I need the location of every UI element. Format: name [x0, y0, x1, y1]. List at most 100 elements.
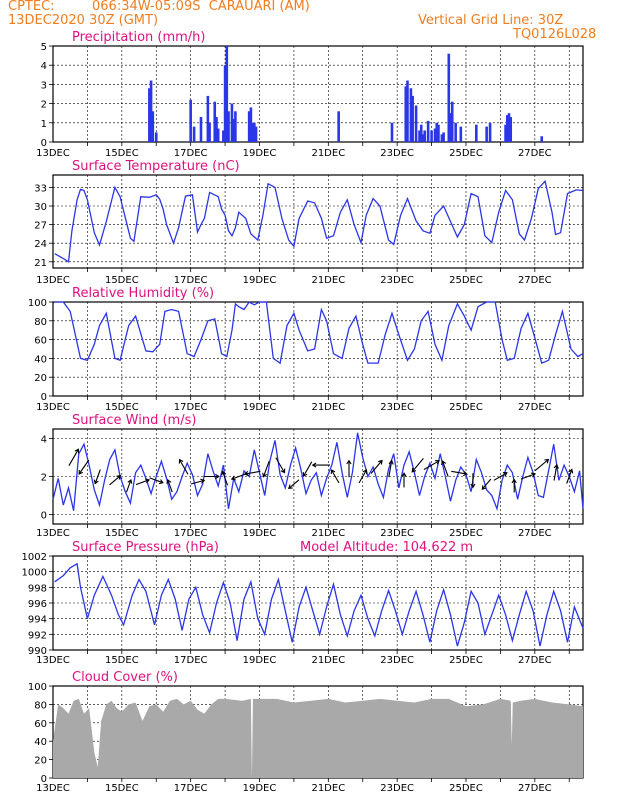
wind-arrow: [221, 470, 229, 486]
header-run: 13DEC2020 30Z (GMT): [8, 13, 159, 28]
x-tick-label: 13DEC: [36, 275, 70, 286]
wind-arrow: [441, 460, 449, 477]
x-tick-label: 21DEC: [311, 528, 345, 539]
precip-bar: [337, 111, 340, 142]
y-tick-label: 0: [41, 774, 47, 785]
precip-bar: [540, 136, 544, 142]
y-tick-label: 2: [41, 100, 47, 111]
x-tick-label: 21DEC: [311, 275, 345, 286]
precip-bar: [509, 117, 513, 142]
y-tick-label: 60: [34, 336, 47, 347]
x-tick-label: 13DEC: [36, 402, 70, 413]
wind-arrow: [125, 478, 133, 493]
precip-bar: [454, 122, 457, 142]
panel-frame: [52, 301, 584, 397]
precip-bar: [437, 124, 440, 142]
x-tick-label: 19DEC: [243, 655, 277, 666]
wind-arrow: [411, 458, 424, 473]
panel-frame: [52, 174, 584, 269]
x-tick-label: 15DEC: [105, 528, 139, 539]
precip-bar: [247, 111, 251, 142]
y-tick-label: 60: [34, 719, 47, 730]
x-tick-label: 15DEC: [105, 148, 139, 159]
x-tick-label: 25DEC: [449, 148, 483, 159]
wind-arrow: [166, 478, 173, 493]
precip-bar: [230, 103, 234, 142]
wind-arrow: [401, 472, 407, 488]
x-tick-label: 25DEC: [449, 275, 483, 286]
series-line: [52, 432, 584, 512]
wind-arrow: [135, 478, 150, 486]
y-tick-label: 4: [41, 435, 47, 446]
x-tick-label: 23DEC: [380, 402, 414, 413]
x-tick-label: 21DEC: [311, 655, 345, 666]
y-tick-label: 40: [34, 354, 47, 365]
panel-3: [49, 428, 584, 528]
wind-arrow: [311, 462, 331, 468]
x-tick-label: 23DEC: [380, 528, 414, 539]
wind-arrow: [520, 472, 536, 480]
precip-bar: [249, 107, 253, 142]
precip-bar: [232, 118, 235, 142]
precip-bar: [409, 88, 413, 142]
x-tick-label: 15DEC: [105, 783, 139, 794]
panel-1: [49, 174, 584, 272]
precip-bar: [423, 130, 426, 142]
precip-bar: [222, 130, 225, 142]
precip-bar: [148, 88, 151, 142]
panel-title: Precipitation (mm/h): [72, 30, 205, 45]
y-tick-label: 998: [28, 583, 47, 594]
x-tick-label: 17DEC: [174, 528, 208, 539]
precip-bar: [504, 124, 507, 142]
y-tick-label: 1: [41, 119, 47, 130]
precip-bar: [421, 134, 425, 142]
panel-title: Surface Temperature (nC): [72, 159, 240, 174]
precip-bar: [450, 101, 454, 142]
x-tick-label: 27DEC: [518, 402, 552, 413]
wind-arrow: [275, 457, 286, 474]
x-tick-label: 13DEC: [36, 148, 70, 159]
precip-bar: [404, 86, 408, 142]
cloud-cover-area: [53, 698, 583, 778]
y-tick-label: 100: [28, 298, 47, 309]
y-tick-label: 0: [41, 392, 47, 403]
x-tick-label: 17DEC: [174, 783, 208, 794]
x-tick-label: 13DEC: [36, 528, 70, 539]
precip-bar: [192, 126, 196, 142]
wind-arrow: [511, 478, 517, 493]
x-tick-label: 13DEC: [36, 783, 70, 794]
precip-bar: [208, 122, 211, 142]
y-tick-label: 33: [34, 183, 47, 194]
wind-arrow: [288, 479, 300, 490]
precip-bar: [426, 120, 430, 142]
panel-title: Cloud Cover (%): [72, 670, 178, 685]
panel-annotation: Model Altitude: 104.622 m: [300, 540, 473, 555]
y-tick-label: 27: [34, 221, 47, 232]
precip-bar: [254, 126, 258, 142]
y-tick-label: 5: [41, 42, 47, 53]
wind-arrow: [190, 478, 206, 485]
wind-arrow: [481, 478, 492, 490]
x-tick-label: 13DEC: [36, 655, 70, 666]
precip-bar: [189, 99, 192, 142]
wind-arrow: [149, 477, 164, 485]
x-tick-label: 19DEC: [243, 783, 277, 794]
header-grid-note: Vertical Grid Line: 30Z: [418, 13, 564, 28]
x-tick-label: 19DEC: [243, 528, 277, 539]
precip-bar: [475, 124, 478, 142]
y-tick-label: 4: [41, 61, 47, 72]
wind-arrow: [93, 469, 101, 485]
precip-bar: [435, 122, 439, 142]
x-tick-label: 21DEC: [311, 783, 345, 794]
y-tick-label: 24: [34, 239, 47, 250]
precip-bar: [215, 117, 218, 142]
precip-bar: [227, 111, 230, 142]
precip-bar: [418, 130, 421, 142]
precip-bar: [154, 132, 158, 142]
wind-arrow: [553, 463, 559, 481]
wind-arrow: [78, 459, 90, 475]
y-tick-label: 3: [41, 80, 47, 91]
x-tick-label: 15DEC: [105, 275, 139, 286]
precip-bar: [149, 80, 153, 142]
wind-arrow: [493, 472, 508, 481]
